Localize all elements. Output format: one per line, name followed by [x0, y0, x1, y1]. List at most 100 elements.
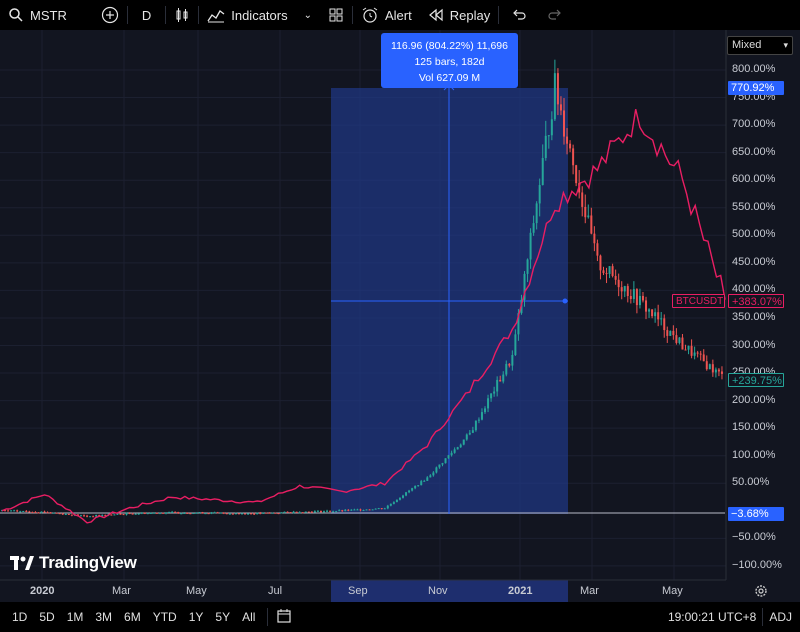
tradingview-logo: TradingView — [10, 553, 137, 573]
undo-button[interactable] — [499, 0, 539, 30]
candle-body — [389, 503, 392, 506]
chart-type-button[interactable] — [166, 0, 198, 30]
range-button-1d[interactable]: 1D — [12, 610, 28, 624]
interval-button[interactable]: D — [128, 0, 165, 30]
btc-value-badge: +383.07% — [728, 294, 784, 308]
candle-body — [323, 511, 326, 513]
adj-toggle[interactable]: ADJ — [769, 610, 792, 624]
candle-body — [92, 516, 95, 518]
redo-button[interactable] — [539, 0, 571, 30]
chart-settings-button[interactable] — [754, 584, 768, 598]
candle-body — [171, 511, 174, 513]
price-chart[interactable] — [0, 30, 800, 602]
range-button-ytd[interactable]: YTD — [152, 610, 177, 624]
candle-body — [675, 335, 678, 343]
candle-body — [648, 309, 651, 312]
price-axis-label: 650.00% — [732, 145, 776, 158]
candle-body — [638, 295, 641, 306]
grid-icon — [329, 8, 343, 22]
candle-body — [116, 513, 119, 515]
btc-name-badge: BTCUSDT — [672, 294, 725, 308]
candle-body — [353, 509, 356, 511]
range-button-6m[interactable]: 6M — [124, 610, 141, 624]
replay-button[interactable]: Replay — [420, 0, 498, 30]
candle-body — [702, 354, 705, 362]
clock-timezone[interactable]: 19:00:21 UTC+8 — [667, 610, 757, 624]
time-axis-label: May — [662, 585, 683, 597]
candle-body — [432, 472, 435, 476]
go-to-date-button[interactable] — [268, 608, 300, 627]
candle-body — [371, 509, 374, 511]
candle-body — [620, 287, 623, 292]
candle-body — [341, 510, 344, 512]
candle-body — [46, 512, 49, 514]
candle-body — [365, 509, 368, 511]
alert-button[interactable]: Alert — [353, 0, 420, 30]
candle-body — [556, 73, 559, 105]
candle-body — [484, 408, 487, 413]
candle-body — [453, 449, 456, 453]
templates-dropdown[interactable]: ⌄ — [296, 0, 320, 30]
candle-body — [301, 512, 304, 514]
candle-body — [596, 243, 599, 256]
redo-icon — [548, 9, 562, 20]
price-axis-label: 550.00% — [732, 200, 776, 213]
search-icon — [9, 8, 23, 22]
time-axis-label: Mar — [112, 585, 131, 597]
candle-body — [34, 512, 37, 514]
candle-body — [632, 289, 635, 299]
time-axis-label: Mar — [580, 585, 599, 597]
candle-body — [435, 467, 438, 473]
range-button-5d[interactable]: 5D — [39, 610, 55, 624]
range-button-3m[interactable]: 3M — [95, 610, 113, 624]
candle-body — [292, 511, 295, 513]
candle-body — [201, 512, 204, 514]
candle-body — [240, 513, 243, 515]
symbol-search[interactable]: MSTR — [0, 0, 75, 30]
price-axis-label: 300.00% — [732, 338, 776, 351]
candle-body — [687, 345, 690, 350]
candle-body — [562, 110, 565, 137]
range-button-all[interactable]: All — [242, 610, 256, 624]
candle-body — [368, 509, 371, 511]
range-button-5y[interactable]: 5Y — [215, 610, 231, 624]
candle-body — [40, 511, 43, 513]
compare-button[interactable] — [93, 0, 127, 30]
candle-body — [140, 512, 143, 514]
candle-body — [714, 369, 717, 373]
candle-body — [465, 434, 468, 440]
candle-body — [37, 512, 40, 514]
mstr-candles — [1, 59, 723, 518]
candle-body — [641, 295, 644, 301]
candle-body — [626, 286, 629, 296]
time-axis-label: Jul — [268, 585, 283, 597]
indicators-button[interactable]: Indicators — [199, 0, 295, 30]
candle-body — [247, 513, 250, 515]
candle-body — [420, 481, 423, 486]
candle-body — [13, 510, 16, 512]
candle-body — [605, 273, 608, 275]
range-button-1m[interactable]: 1M — [66, 610, 84, 624]
chart-pane[interactable] — [0, 30, 800, 602]
price-axis-label: 350.00% — [732, 310, 776, 323]
undo-icon — [513, 9, 526, 20]
candle-body — [155, 512, 158, 514]
candle-body — [304, 511, 307, 513]
time-axis-label: May — [186, 585, 207, 597]
scale-mode-select[interactable]: Mixed ▾ — [727, 36, 793, 55]
candle-body — [52, 512, 55, 514]
candle-body — [286, 511, 289, 513]
candle-body — [635, 289, 638, 306]
candle-body — [244, 513, 247, 515]
range-button-1y[interactable]: 1Y — [188, 610, 204, 624]
candle-body — [696, 352, 699, 354]
layouts-button[interactable] — [320, 0, 352, 30]
candle-body — [335, 511, 338, 513]
candle-body — [316, 510, 319, 512]
candle-body — [411, 488, 414, 491]
candle-body — [344, 509, 347, 512]
candle-body — [380, 508, 383, 510]
price-axis-label: 150.00% — [732, 421, 776, 434]
candle-body — [602, 270, 605, 274]
candle-body — [64, 514, 67, 516]
